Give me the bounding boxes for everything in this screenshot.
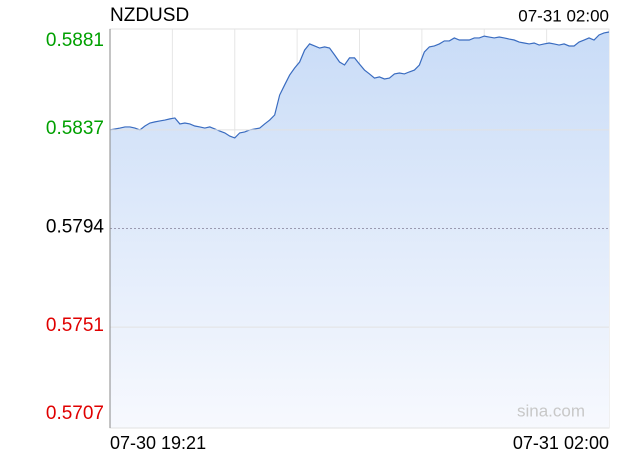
y-tick-label: 0.5881 (46, 30, 104, 51)
x-tick-label: 07-31 02:00 (513, 433, 609, 453)
x-tick-label: 07-30 19:21 (110, 433, 206, 453)
watermark: sina.com (517, 401, 585, 420)
y-tick-label: 0.5751 (46, 315, 104, 336)
area-fill (110, 31, 609, 428)
chart-title: NZDUSD (110, 5, 189, 26)
update-time: 07-31 02:00 (518, 6, 609, 25)
y-tick-label: 0.5794 (46, 217, 105, 238)
y-tick-label: 0.5837 (46, 118, 104, 139)
price-line (109, 31, 610, 139)
y-tick-label: 0.5707 (46, 403, 104, 424)
